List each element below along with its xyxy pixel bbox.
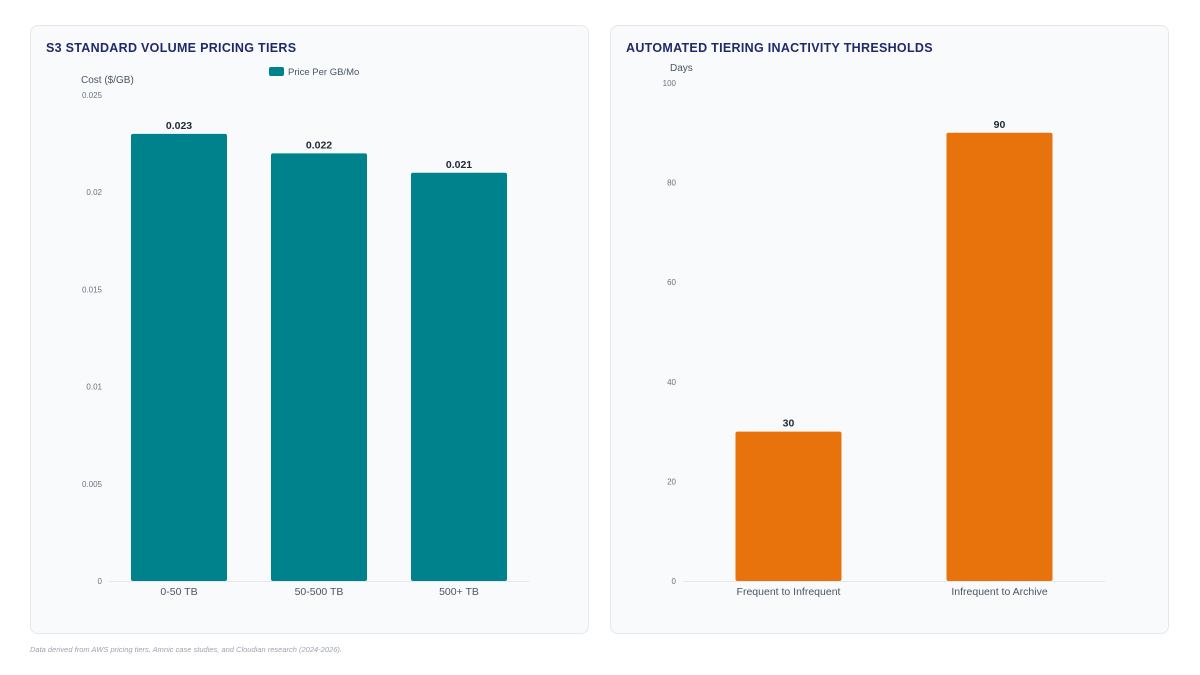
bar	[946, 132, 1053, 582]
data-label: 30	[783, 418, 795, 430]
chart-title: S3 STANDARD VOLUME PRICING TIERS	[46, 41, 297, 55]
tiering-thresholds-chart: Days 0 20 40 60 80 100 30 Frequent to Infrequent…	[663, 63, 1105, 598]
legend: Price Per GB/Mo	[269, 67, 359, 78]
bar	[411, 172, 507, 581]
x-tick-label: Frequent to Infrequent	[737, 586, 841, 598]
y-axis-title: Cost ($/GB)	[81, 75, 134, 86]
y-tick-label: 0.025	[82, 91, 103, 100]
pricing-tiers-panel: S3 STANDARD VOLUME PRICING TIERS Cost ($…	[30, 25, 589, 634]
y-tick-label: 40	[667, 378, 676, 387]
data-label: 0.021	[446, 159, 472, 171]
y-tick-label: 0.02	[86, 188, 102, 197]
y-tick-label: 0.015	[82, 285, 103, 294]
legend-swatch	[269, 67, 284, 76]
chart-title: AUTOMATED TIERING INACTIVITY THRESHOLDS	[626, 41, 933, 55]
y-tick-label: 0.005	[82, 480, 103, 489]
x-tick-label: Infrequent to Archive	[951, 586, 1047, 598]
bar	[271, 153, 367, 581]
tiering-thresholds-panel: AUTOMATED TIERING INACTIVITY THRESHOLDS …	[610, 25, 1169, 634]
y-tick-label: 0	[98, 577, 103, 586]
bar	[735, 431, 842, 581]
y-tick-label: 100	[663, 79, 677, 88]
bar	[131, 133, 227, 581]
footnote: Data derived from AWS pricing tiers, Amn…	[30, 645, 342, 654]
data-label: 0.023	[166, 120, 192, 132]
x-tick-label: 50-500 TB	[295, 586, 344, 598]
y-tick-label: 0.01	[86, 383, 102, 392]
y-tick-label: 80	[667, 179, 676, 188]
x-tick-label: 0-50 TB	[160, 586, 197, 598]
x-tick-label: 500+ TB	[439, 586, 479, 598]
y-tick-label: 20	[667, 477, 676, 486]
y-axis-title: Days	[670, 63, 693, 74]
data-label: 90	[994, 119, 1006, 131]
legend-label: Price Per GB/Mo	[288, 67, 359, 78]
y-tick-label: 0	[672, 577, 677, 586]
data-label: 0.022	[306, 139, 332, 151]
pricing-tiers-chart: Cost ($/GB) 0 0.005 0.01 0.015 0.02 0.025 0.023…	[81, 67, 529, 598]
y-tick-label: 60	[667, 278, 676, 287]
